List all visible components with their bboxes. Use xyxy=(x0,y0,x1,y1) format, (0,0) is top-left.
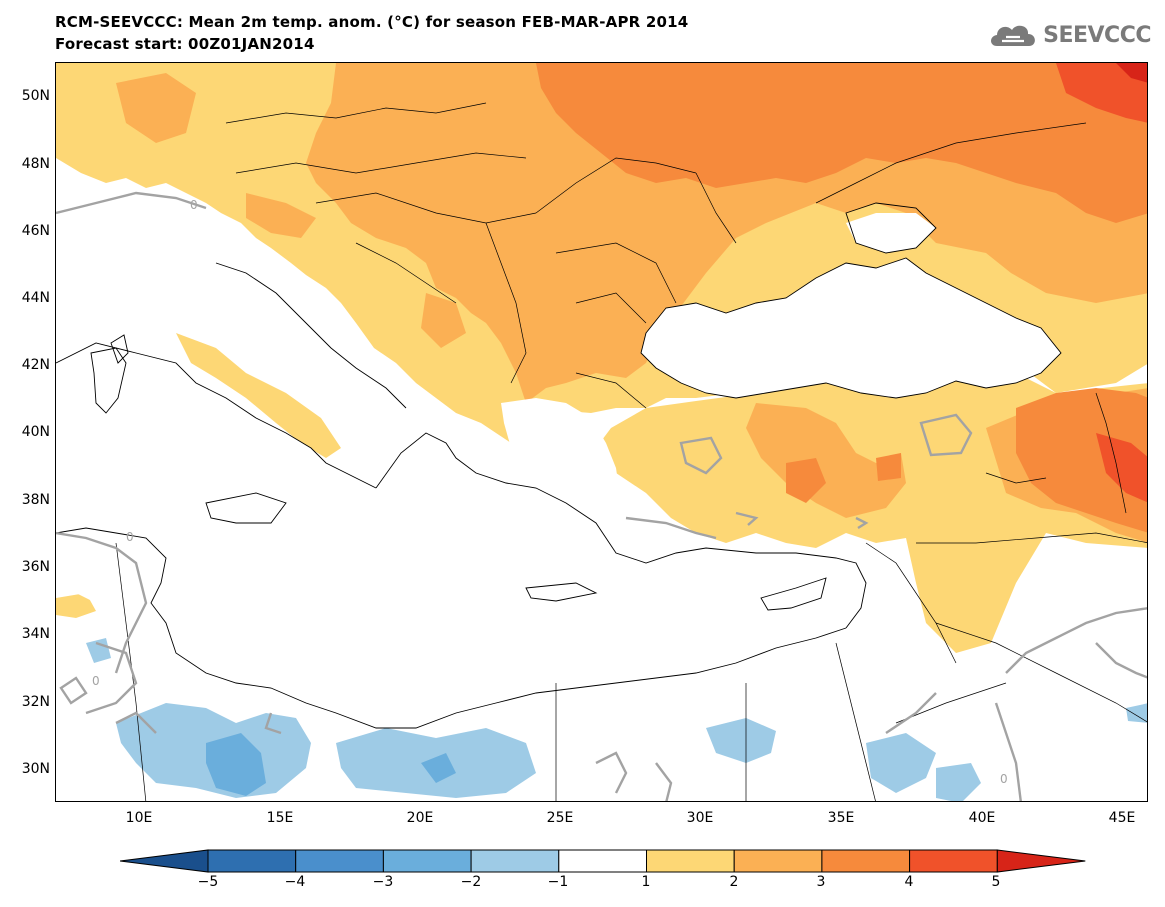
legend-swatch xyxy=(470,849,560,873)
logo-text: SEEVCCC xyxy=(1043,22,1151,48)
lon-label: 10E xyxy=(125,810,153,826)
legend-arrow-high xyxy=(996,849,1086,873)
negative-anomaly-layer xyxy=(86,638,1147,801)
lat-label: 30N xyxy=(21,761,50,777)
legend-arrow-low xyxy=(120,849,209,873)
legend-swatch xyxy=(821,849,911,873)
forecast-start-subtitle: Forecast start: 00Z01JAN2014 xyxy=(55,35,315,53)
lat-label: 44N xyxy=(21,290,50,306)
contour-labels: 0 0 0 0 xyxy=(92,198,1008,786)
legend-swatch xyxy=(909,849,998,873)
legend-tick: 1 xyxy=(641,874,651,890)
sea-mask-layer xyxy=(56,213,1061,728)
lat-label: 34N xyxy=(21,626,50,642)
legend-tick: 3 xyxy=(816,874,826,890)
lat-label: 40N xyxy=(21,424,50,440)
legend-tick: 5 xyxy=(991,874,1001,890)
cloud-icon xyxy=(991,25,1036,46)
legend-swatch xyxy=(295,849,384,873)
lon-label: 30E xyxy=(686,810,714,826)
legend-colorbar xyxy=(120,849,1086,873)
lat-label: 42N xyxy=(21,357,50,373)
contour-label: 0 xyxy=(126,530,134,544)
legend-swatch xyxy=(382,849,472,873)
contour-label: 0 xyxy=(92,674,100,688)
legend-tick: −4 xyxy=(284,874,306,890)
legend-swatch xyxy=(646,849,735,873)
map-title: RCM-SEEVCCC: Mean 2m temp. anom. (°C) fo… xyxy=(55,13,689,31)
legend-tick: 2 xyxy=(729,874,739,890)
legend-swatch xyxy=(207,849,297,873)
lat-label: 50N xyxy=(21,88,50,104)
legend-tick: −2 xyxy=(460,874,482,890)
lon-label: 25E xyxy=(546,810,574,826)
contour-label: 0 xyxy=(190,198,198,212)
lat-label: 48N xyxy=(21,156,50,172)
lat-label: 32N xyxy=(21,694,50,710)
legend-tick: −5 xyxy=(197,874,219,890)
lat-label: 38N xyxy=(21,492,50,508)
coastline-layer xyxy=(56,202,1062,729)
lat-label: 36N xyxy=(21,559,50,575)
border-layer xyxy=(115,102,1147,801)
contour-label: 0 xyxy=(1000,772,1008,786)
anomaly-map: 0 0 0 0 xyxy=(56,63,1147,801)
lon-label: 35E xyxy=(827,810,855,826)
seevccc-logo: SEEVCCC xyxy=(987,20,1151,50)
legend-tick: −3 xyxy=(372,874,394,890)
map-area: 0 0 0 0 xyxy=(55,62,1148,802)
lon-label: 15E xyxy=(266,810,294,826)
lon-label: 40E xyxy=(968,810,996,826)
legend-swatch xyxy=(558,849,647,873)
lon-label: 45E xyxy=(1108,810,1136,826)
zero-contour-layer xyxy=(56,191,1147,801)
legend-tick: 4 xyxy=(904,874,914,890)
lat-label: 46N xyxy=(21,223,50,239)
lon-label: 20E xyxy=(406,810,434,826)
legend-swatch xyxy=(733,849,823,873)
legend-tick: −1 xyxy=(547,874,569,890)
